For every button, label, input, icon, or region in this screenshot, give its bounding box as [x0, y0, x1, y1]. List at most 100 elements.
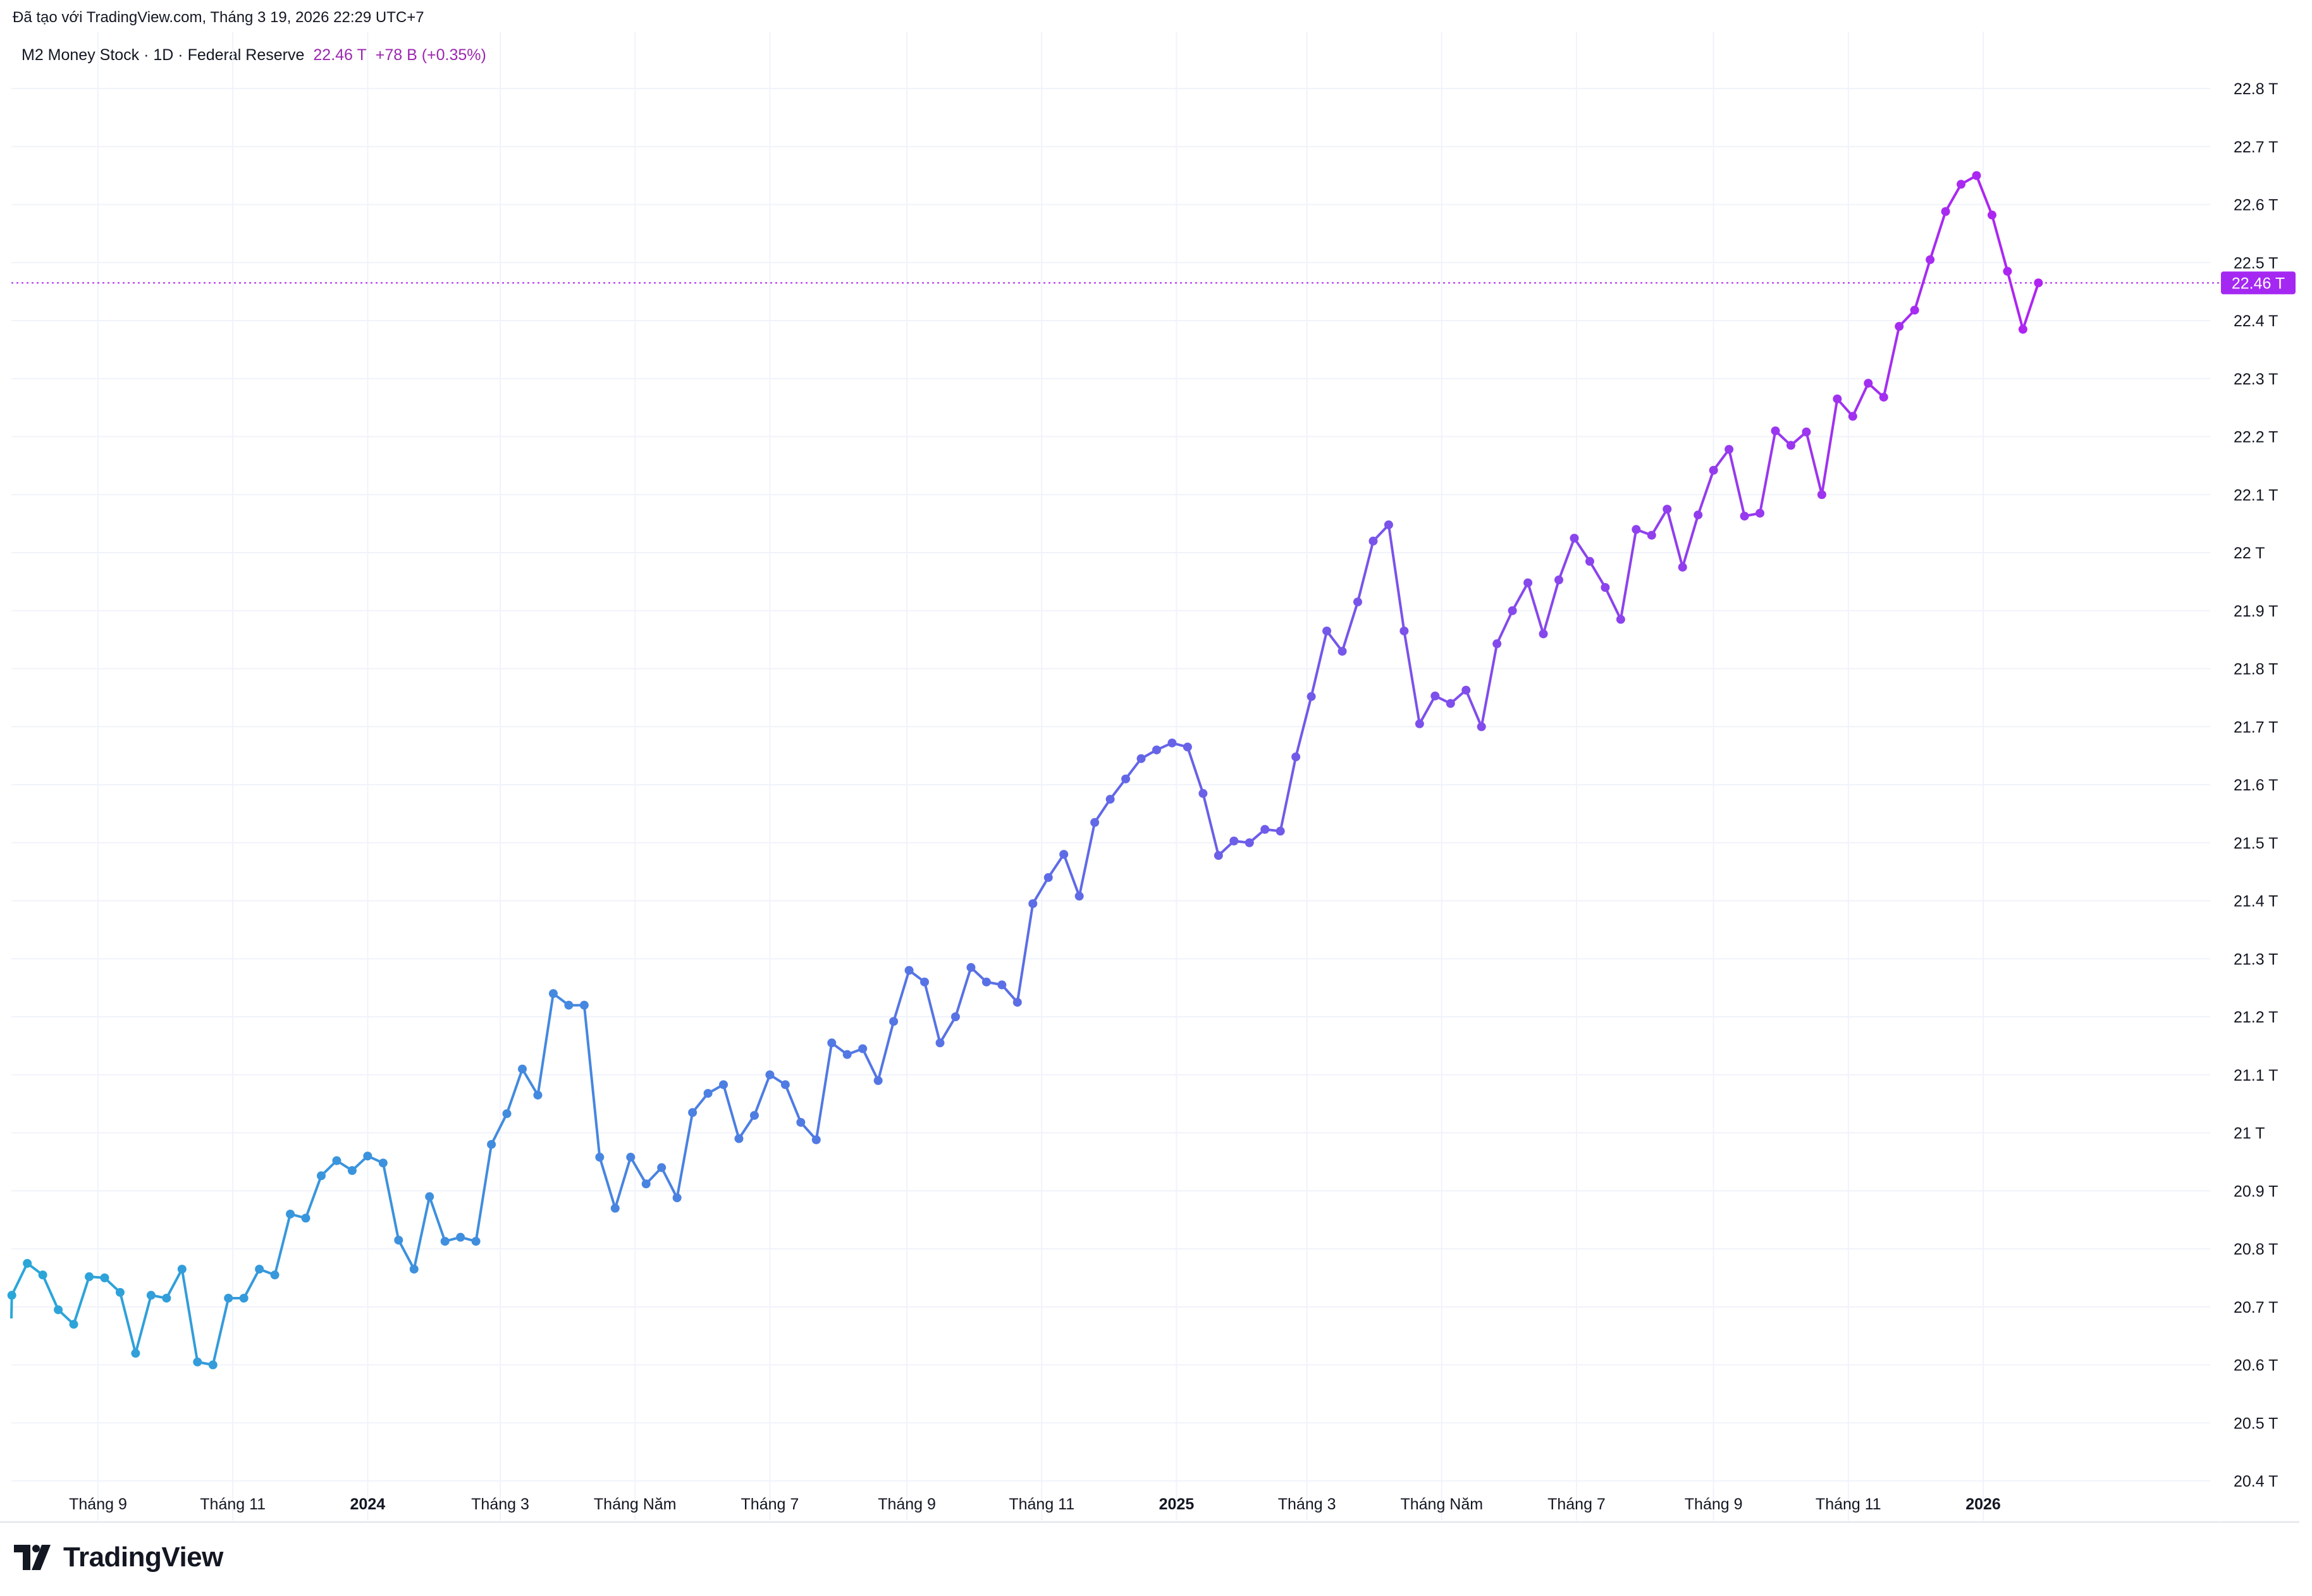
data-point: [1895, 322, 1904, 331]
data-point: [1183, 742, 1192, 752]
data-point: [950, 1012, 960, 1021]
data-point: [1136, 754, 1146, 763]
y-tick-label: 21 T: [2234, 1125, 2265, 1143]
data-point: [1461, 685, 1471, 695]
last-price-label-text: 22.46 T: [2232, 274, 2285, 292]
data-point: [1368, 536, 1378, 546]
data-point: [595, 1153, 605, 1162]
y-tick-label: 21.6 T: [2234, 777, 2278, 794]
y-tick-label: 21.1 T: [2234, 1067, 2278, 1084]
data-point: [440, 1237, 450, 1246]
data-point: [858, 1044, 868, 1053]
x-tick-label: Tháng 3: [1278, 1495, 1336, 1513]
data-point: [1260, 825, 1270, 834]
x-tick-label: Tháng 7: [1547, 1495, 1606, 1513]
y-tick-label: 21.7 T: [2234, 718, 2278, 736]
data-point: [1508, 606, 1517, 615]
y-tick-label: 22.4 T: [2234, 312, 2278, 330]
data-point: [378, 1158, 388, 1168]
data-point: [1492, 639, 1502, 649]
data-point: [811, 1135, 821, 1145]
chart-legend: M2 Money Stock · 1D · Federal Reserve 22…: [22, 46, 486, 64]
data-point: [1601, 583, 1610, 592]
data-point: [1987, 211, 1996, 220]
data-point: [1353, 597, 1362, 606]
data-point: [23, 1258, 32, 1268]
y-tick-label: 22.8 T: [2234, 80, 2278, 98]
data-point: [347, 1166, 357, 1176]
tradingview-logo[interactable]: TradingView: [14, 1542, 223, 1573]
last-price-label-bg: [2221, 271, 2296, 295]
data-point: [270, 1270, 280, 1280]
x-tick-label: 2026: [1965, 1495, 2001, 1513]
y-tick-label: 22.2 T: [2234, 429, 2278, 446]
data-point: [997, 980, 1007, 990]
data-point: [579, 1000, 589, 1010]
data-point: [1709, 465, 1718, 475]
data-point: [1028, 899, 1038, 909]
legend-change: +78 B (+0.35%): [375, 46, 486, 64]
y-tick-label: 22.1 T: [2234, 486, 2278, 504]
y-tick-label: 22 T: [2234, 544, 2265, 562]
data-point: [471, 1237, 481, 1246]
data-point: [1957, 180, 1966, 189]
data-point: [548, 989, 558, 998]
data-point: [1833, 394, 1842, 403]
data-point: [2003, 267, 2012, 276]
data-point: [904, 966, 914, 975]
data-point: [1105, 794, 1115, 804]
data-point: [734, 1134, 744, 1143]
tradingview-logo-icon: [14, 1545, 51, 1570]
data-point: [456, 1232, 465, 1242]
data-point: [1910, 305, 1919, 315]
data-point: [1121, 774, 1131, 783]
data-point: [1167, 738, 1177, 747]
data-point: [1074, 892, 1084, 901]
data-point: [1198, 789, 1208, 798]
data-point: [1229, 836, 1239, 845]
y-tick-label: 21.5 T: [2234, 835, 2278, 852]
data-point: [1926, 255, 1935, 264]
data-point: [1725, 445, 1734, 454]
data-point: [409, 1265, 419, 1274]
y-tick-label: 22.5 T: [2234, 254, 2278, 272]
data-point: [920, 977, 930, 986]
y-tick-label: 21.2 T: [2234, 1009, 2278, 1026]
data-point: [85, 1272, 94, 1282]
data-point: [131, 1349, 140, 1358]
data-point: [1802, 427, 1811, 437]
data-point: [1817, 490, 1826, 500]
data-point: [1756, 508, 1765, 518]
data-point: [610, 1203, 620, 1213]
data-point: [533, 1090, 543, 1100]
y-tick-label: 21.9 T: [2234, 603, 2278, 620]
data-point: [873, 1076, 883, 1085]
data-point: [502, 1109, 512, 1119]
data-point: [719, 1080, 729, 1090]
price-axis[interactable]: 20.4 T 20.5 T 20.6 T 20.7 T 20.8 T 20.9 T 21 T…: [2234, 80, 2278, 1490]
data-point: [1523, 578, 1533, 587]
y-tick-label: 20.4 T: [2234, 1473, 2278, 1490]
data-point: [1786, 441, 1795, 450]
x-tick-label: Tháng Năm: [594, 1495, 677, 1513]
data-point: [1291, 752, 1301, 761]
x-tick-label: 2024: [350, 1495, 386, 1513]
x-tick-label: Tháng 9: [1685, 1495, 1743, 1513]
data-point: [7, 1291, 16, 1300]
data-point: [765, 1070, 775, 1079]
data-point: [54, 1305, 63, 1315]
y-tick-label: 20.6 T: [2234, 1357, 2278, 1375]
y-tick-label: 21.3 T: [2234, 950, 2278, 968]
data-point: [1214, 850, 1223, 860]
x-tick-label: Tháng 11: [200, 1495, 266, 1513]
data-point: [332, 1156, 341, 1165]
legend-symbol[interactable]: M2 Money Stock · 1D · Federal Reserve: [22, 46, 305, 64]
time-axis[interactable]: Tháng 9 Tháng 11 2024 Tháng 3 Tháng Năm Tháng…: [69, 1495, 2001, 1513]
data-point: [1430, 691, 1440, 701]
data-point: [286, 1209, 295, 1218]
data-point: [224, 1293, 233, 1303]
data-point: [425, 1192, 434, 1201]
data-point: [1446, 699, 1455, 708]
y-tick-label: 20.7 T: [2234, 1299, 2278, 1317]
